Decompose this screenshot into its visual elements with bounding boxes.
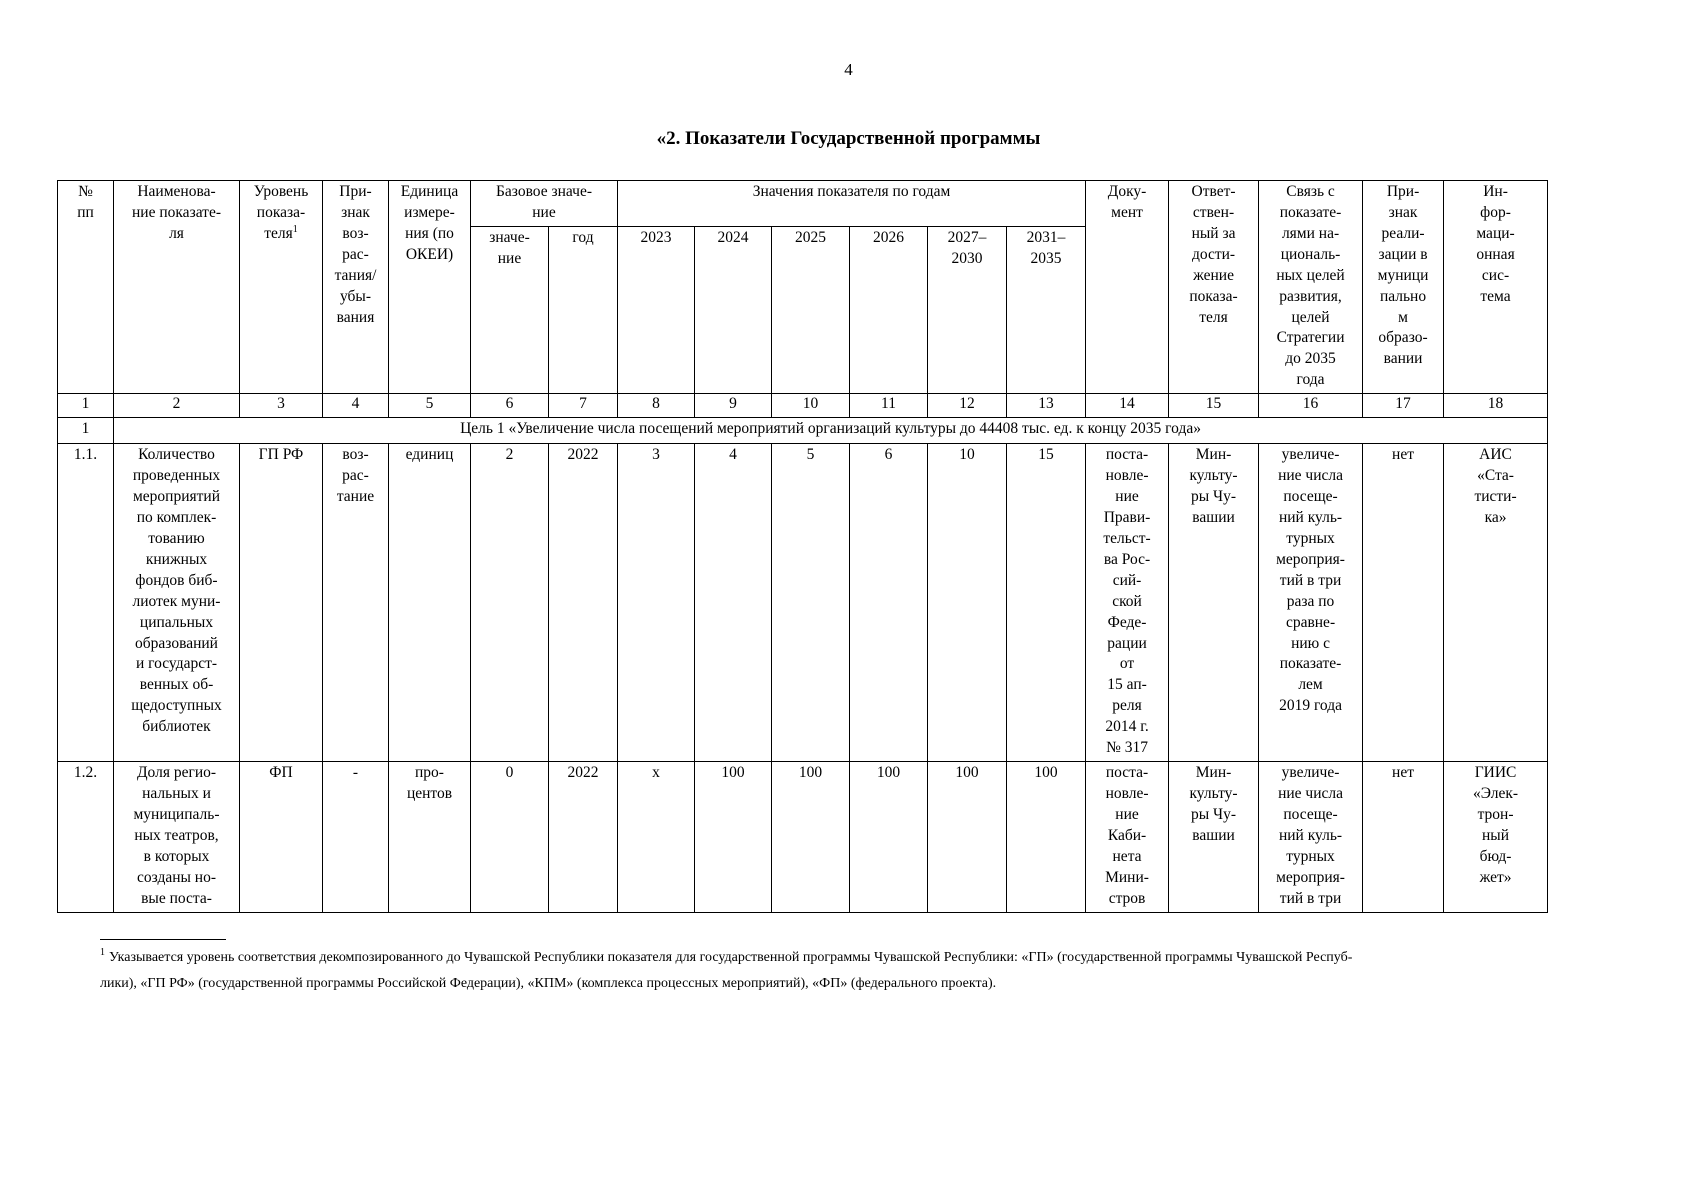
- indicator-value-2026: 100: [849, 761, 929, 913]
- indicator-name: Доля регио- нальных и муниципаль- ных те…: [113, 761, 240, 913]
- indicator-link: увеличе- ние числа посеще- ний куль- тур…: [1258, 443, 1364, 763]
- indicator-municipal: нет: [1362, 443, 1445, 763]
- table-row: 1.1. Количество проведенных мероприятий …: [57, 443, 1549, 763]
- column-number: 18: [1443, 393, 1549, 419]
- indicator-number: 1.1.: [57, 443, 114, 763]
- footnote: 1 Указывается уровень соответствия декомп…: [100, 938, 1465, 997]
- column-number-row: 1 2 3 4 5 6 7 8 9 10 11 12 13 14 15 16 1…: [57, 393, 1549, 419]
- col-header-name: Наименова- ние показате- ля: [113, 179, 240, 395]
- col-header-link: Связь с показате- лями на- циональ- ных …: [1258, 179, 1364, 395]
- footnote-marker: 1: [292, 223, 298, 235]
- column-number: 17: [1362, 393, 1445, 419]
- indicator-value-2026: 6: [849, 443, 929, 763]
- column-number: 11: [849, 393, 929, 419]
- indicator-value-2025: 100: [771, 761, 851, 913]
- indicator-infosystem: АИС «Ста- тисти- ка»: [1443, 443, 1549, 763]
- goal-number: 1: [57, 417, 114, 445]
- indicator-base-value: 0: [470, 761, 549, 913]
- col-header-responsible: Ответ- ствен- ный за дости- жение показа…: [1168, 179, 1260, 395]
- goal-row: 1 Цель 1 «Увеличение числа посещений мер…: [57, 417, 1549, 445]
- indicator-number: 1.2.: [57, 761, 114, 913]
- col-header-year-2023: 2023: [617, 225, 696, 395]
- indicator-link: увеличе- ние числа посеще- ний куль- тур…: [1258, 761, 1364, 913]
- col-header-base-year: год: [547, 225, 619, 395]
- col-header-unit: Единица измере- ния (по ОКЕИ): [388, 179, 471, 395]
- indicator-value-2024: 4: [694, 443, 773, 763]
- column-number: 3: [239, 393, 323, 419]
- column-number: 5: [388, 393, 471, 419]
- indicator-unit: про- центов: [388, 761, 471, 913]
- col-header-base-value: значе- ние: [470, 225, 549, 395]
- column-number: 2: [113, 393, 240, 419]
- column-number: 10: [771, 393, 851, 419]
- col-header-document: Доку- мент: [1085, 179, 1170, 395]
- column-number: 15: [1168, 393, 1260, 419]
- indicator-name: Количество проведенных мероприятий по ко…: [113, 443, 240, 763]
- column-number: 16: [1258, 393, 1364, 419]
- indicator-municipal: нет: [1362, 761, 1445, 913]
- col-header-infosystem: Ин- фор- маци- онная сис- тема: [1443, 179, 1549, 395]
- indicator-level: ФП: [239, 761, 323, 913]
- column-number: 6: [470, 393, 549, 419]
- indicator-infosystem: ГИИС «Элек- трон- ный бюд- жет»: [1443, 761, 1549, 913]
- indicator-value-2031-2035: 15: [1006, 443, 1087, 763]
- indicators-table: № пп Наименова- ние показате- ля Уровень…: [57, 179, 1549, 913]
- indicator-base-value: 2: [470, 443, 549, 763]
- indicator-value-2024: 100: [694, 761, 773, 913]
- col-header-municipal: При- знак реали- зации в муници пально м…: [1362, 179, 1445, 395]
- col-header-year-2026: 2026: [849, 225, 929, 395]
- indicator-value-2023: х: [617, 761, 696, 913]
- indicator-responsible: Мин- культу- ры Чу- вашии: [1168, 761, 1260, 913]
- column-number: 9: [694, 393, 773, 419]
- col-header-years-group: Значения показателя по годам: [617, 180, 1087, 227]
- col-header-year-2031-2035: 2031– 2035: [1006, 225, 1087, 395]
- indicator-responsible: Мин- культу- ры Чу- вашии: [1168, 443, 1260, 763]
- header-row-sub: значе- ние год 2023 2024 2025 2026 2027–…: [58, 225, 1548, 395]
- col-header-base-group: Базовое значе- ние: [469, 180, 619, 227]
- indicator-unit: единиц: [388, 443, 471, 763]
- indicator-base-year: 2022: [547, 761, 619, 913]
- col-header-year-2027-2030: 2027– 2030: [927, 225, 1008, 395]
- footnote-separator: [100, 938, 226, 940]
- column-number: 7: [547, 393, 619, 419]
- column-number: 4: [322, 393, 389, 419]
- indicator-value-2027-2030: 100: [927, 761, 1008, 913]
- goal-text: Цель 1 «Увеличение числа посещений мероп…: [112, 417, 1549, 445]
- page-title: «2. Показатели Государственной программы: [656, 128, 1041, 149]
- column-number: 1: [57, 393, 114, 419]
- indicator-base-year: 2022: [547, 443, 619, 763]
- footnote-ref: 1: [100, 946, 105, 958]
- indicator-value-2027-2030: 10: [927, 443, 1008, 763]
- column-number: 12: [927, 393, 1008, 419]
- indicator-sign: -: [322, 761, 389, 913]
- indicator-document: поста- новле- ние Прави- тельст- ва Рос-…: [1085, 443, 1170, 763]
- indicator-value-2031-2035: 100: [1006, 761, 1087, 913]
- col-header-level: Уровень показа- теля1: [239, 179, 323, 395]
- indicator-sign: воз- рас- тание: [322, 443, 389, 763]
- col-header-num: № пп: [57, 179, 114, 395]
- indicator-document: поста- новле- ние Каби- нета Мини- стров: [1085, 761, 1170, 913]
- column-number: 8: [617, 393, 696, 419]
- header-row-groups: № пп Наименова- ние показате- ля Уровень…: [57, 179, 1549, 395]
- indicator-value-2023: 3: [617, 443, 696, 763]
- column-number: 14: [1085, 393, 1170, 419]
- table-row: 1.2. Доля регио- нальных и муниципаль- н…: [57, 761, 1549, 913]
- column-number: 13: [1006, 393, 1087, 419]
- col-header-level-text: Уровень показа- теля: [253, 183, 309, 242]
- page-number: 4: [844, 60, 853, 79]
- indicator-value-2025: 5: [771, 443, 851, 763]
- col-header-year-2025: 2025: [771, 225, 851, 395]
- footnote-text-body: Указывается уровень соответствия декомпо…: [100, 949, 1353, 991]
- footnote-text: 1 Указывается уровень соответствия декомп…: [100, 945, 1465, 997]
- col-header-sign: При- знак воз- рас- тания/ убы- вания: [322, 179, 389, 395]
- indicator-level: ГП РФ: [239, 443, 323, 763]
- col-header-year-2024: 2024: [694, 225, 773, 395]
